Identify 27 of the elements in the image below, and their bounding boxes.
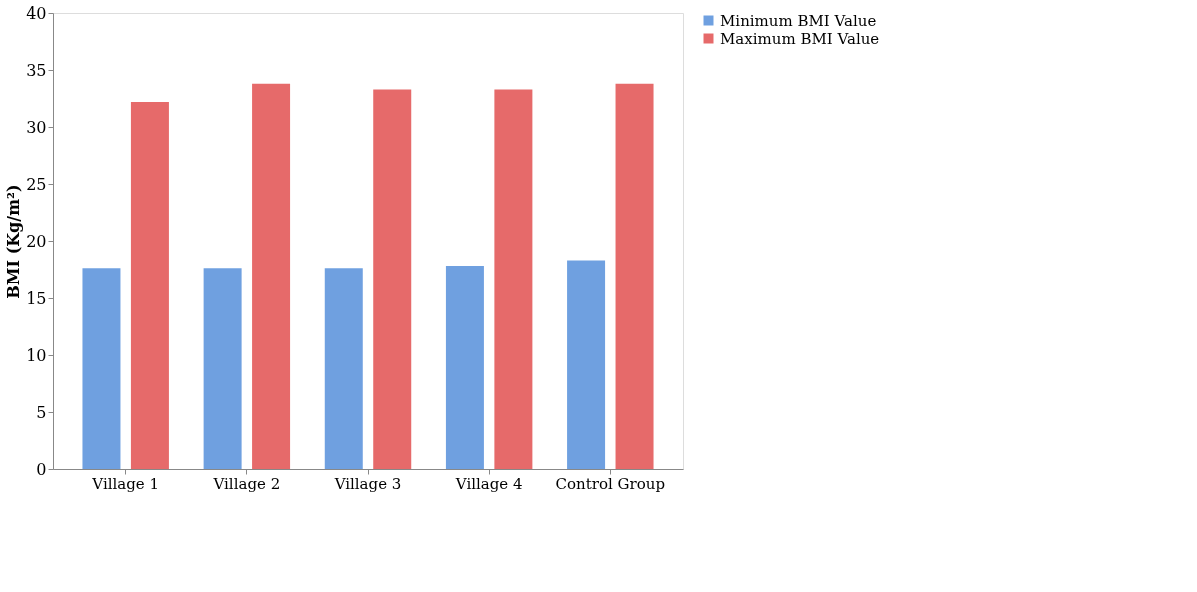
x-tick-label: Village 1 [91,474,160,493]
y-tick-label: 0 [36,459,47,479]
y-tick-label: 35 [26,60,47,80]
bar [445,266,484,469]
bar [373,89,412,469]
bar [324,268,363,469]
legend-label: Maximum BMI Value [720,29,880,48]
x-tick-label: Village 4 [454,474,523,493]
y-tick-label: 15 [26,288,47,308]
y-axis-title: BMI (Kg/m²) [4,184,24,299]
x-tick-label: Control Group [555,474,666,493]
bar [252,83,291,469]
y-tick-label: 40 [26,3,47,23]
bar [494,89,533,469]
y-tick-label: 30 [26,117,47,137]
y-tick-label: 25 [26,174,47,194]
y-tick-label: 10 [26,345,47,365]
bar [82,268,121,469]
x-tick-label: Village 3 [333,474,402,493]
legend-label: Minimum BMI Value [720,11,877,30]
y-tick-label: 5 [36,402,47,422]
x-tick-label: Village 2 [212,474,281,493]
y-tick-label: 20 [26,231,47,251]
bar [615,83,654,469]
bar [203,268,242,469]
bar [567,260,606,469]
bar [130,101,169,469]
